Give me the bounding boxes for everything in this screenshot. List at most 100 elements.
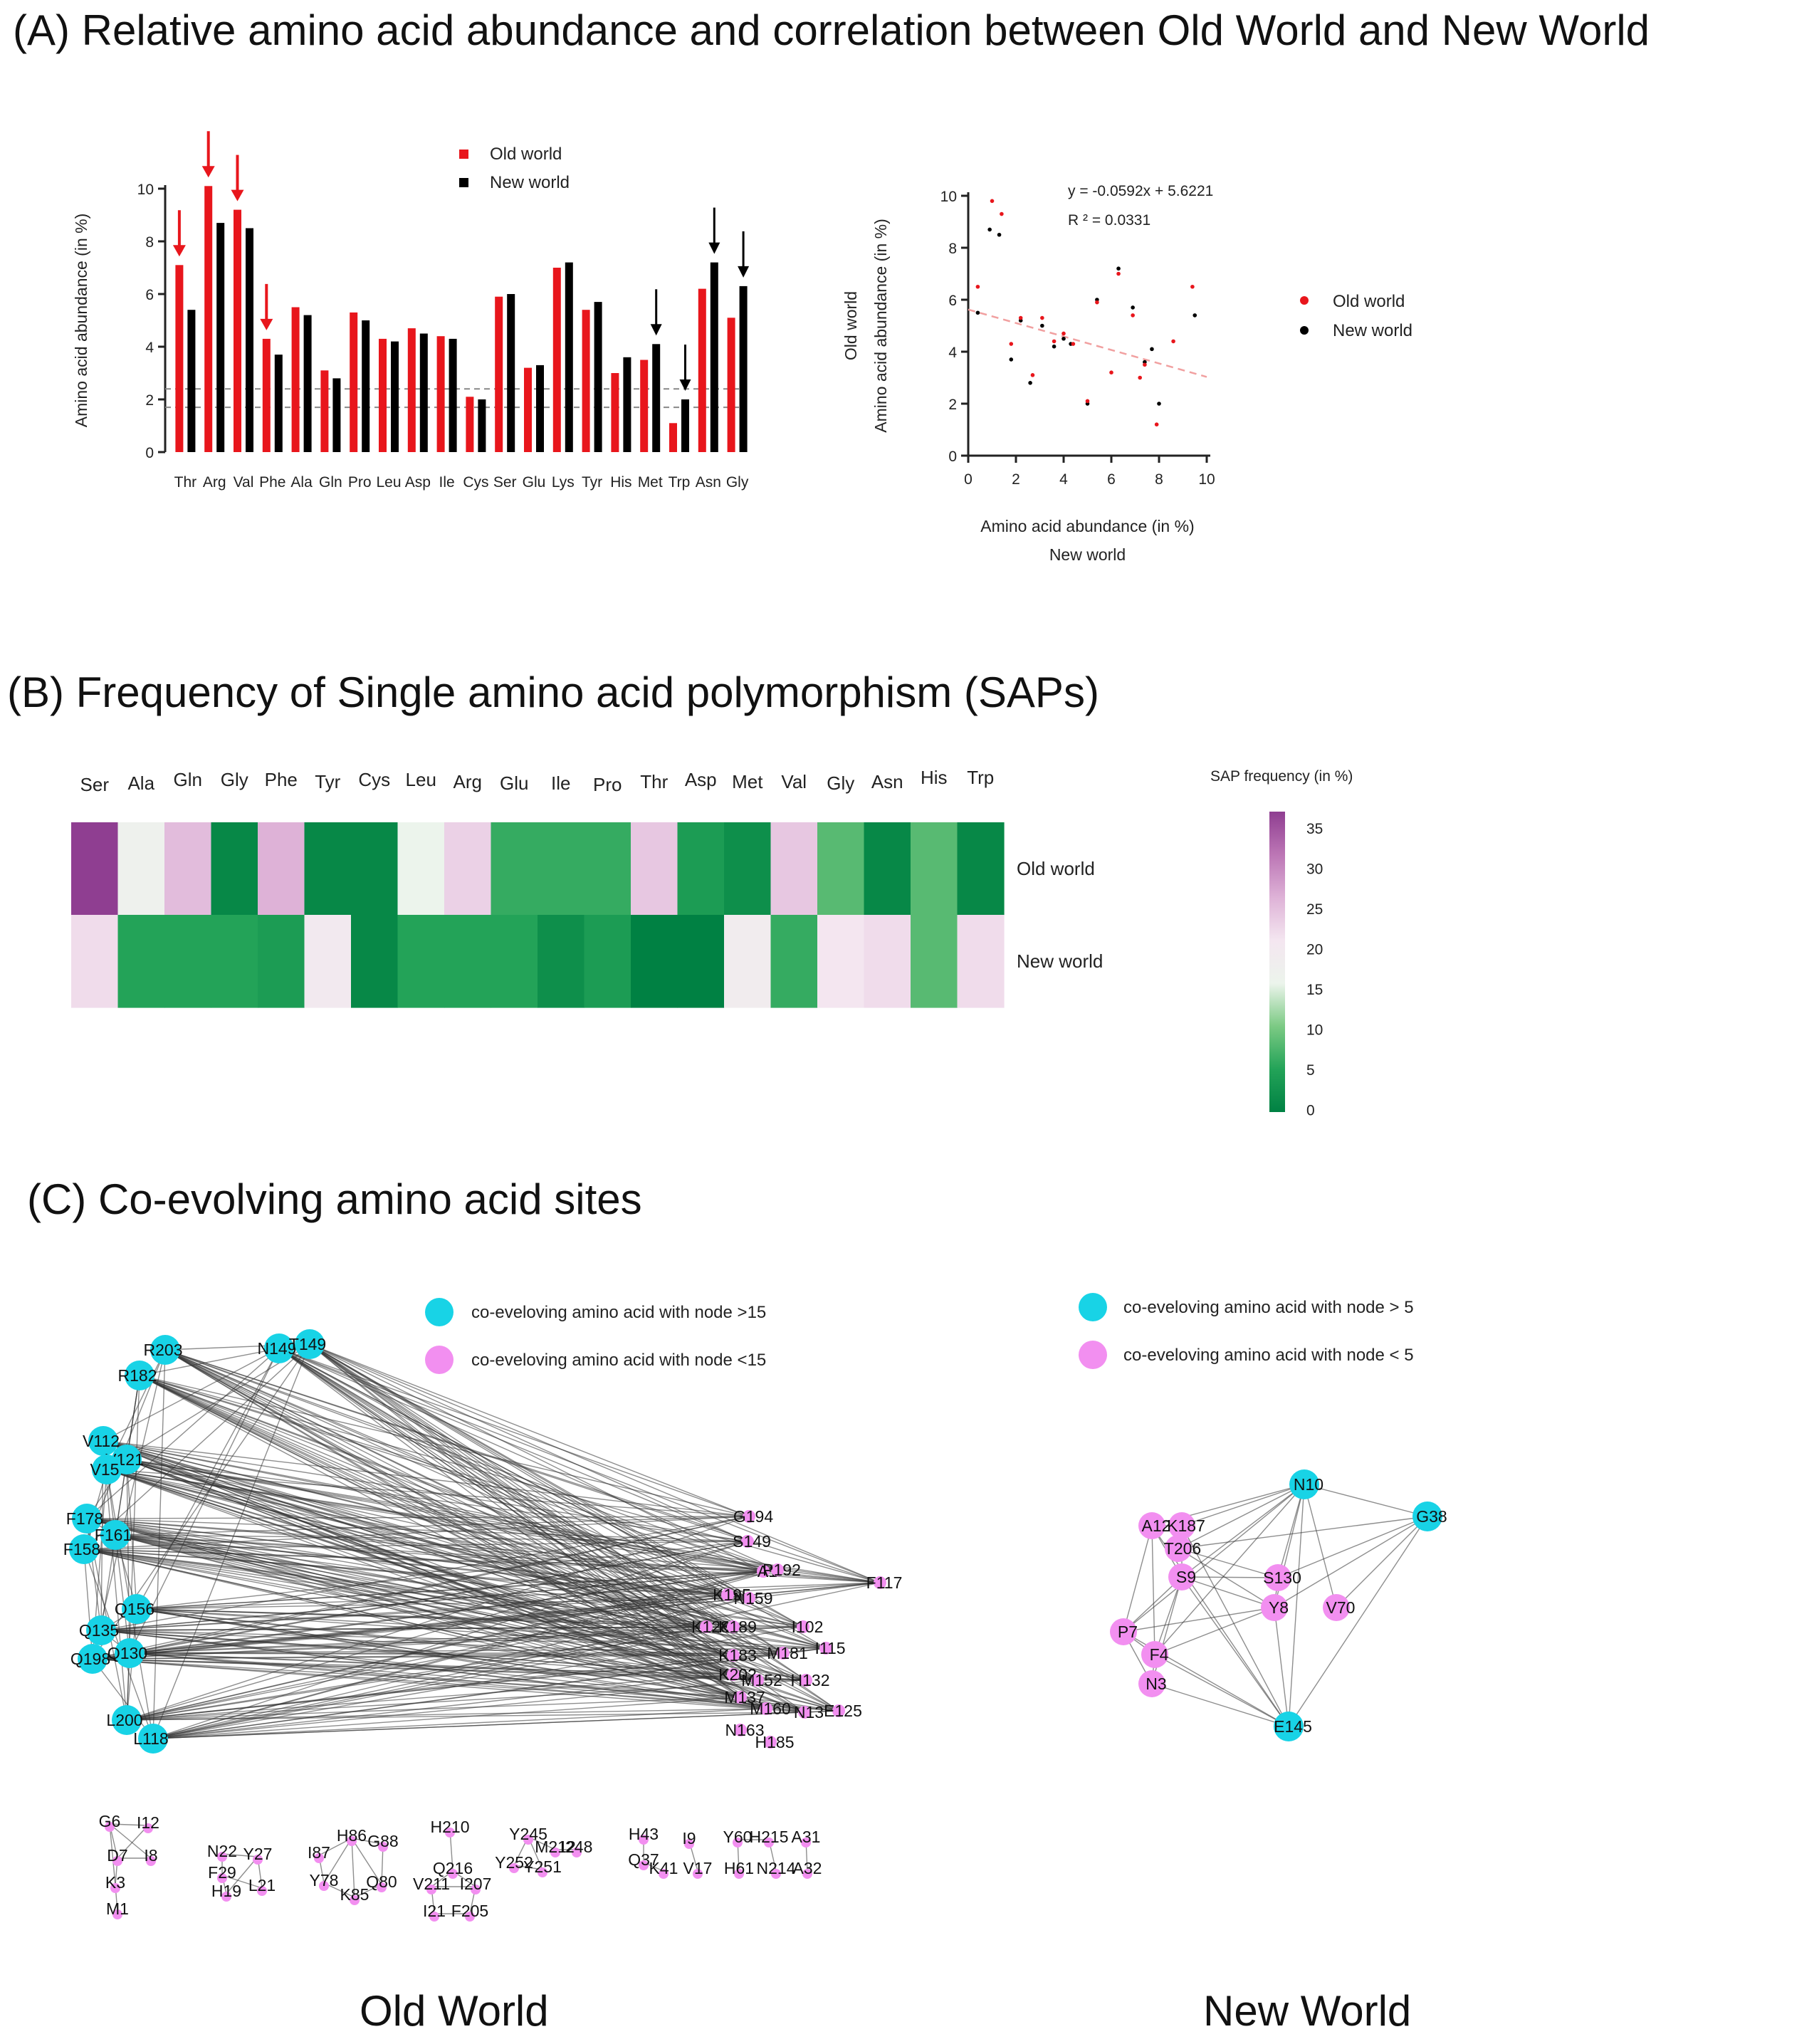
heatmap-cell	[770, 822, 818, 916]
cluster-edge	[318, 1838, 352, 1856]
colorbar-tick-label: 25	[1306, 901, 1323, 918]
node-label: M181	[767, 1644, 808, 1662]
network-edge	[152, 1710, 839, 1739]
node-label: M160	[750, 1699, 791, 1718]
heatmap-col-label: Tyr	[315, 771, 340, 792]
bar-new-Asp	[419, 333, 428, 452]
node-label: A31	[792, 1828, 821, 1846]
bar-new-Phe	[274, 355, 283, 452]
heatmap-cell	[584, 822, 631, 916]
network-edge-new	[1288, 1516, 1428, 1727]
bar-new-Gln	[332, 378, 341, 452]
bar-x-tick-label: Met	[638, 474, 663, 491]
network-edge	[309, 1343, 750, 1517]
bar-y-tick-label: 4	[145, 340, 154, 356]
node-cluster-old	[538, 1867, 547, 1877]
network-edge	[152, 1598, 750, 1739]
network-edge	[103, 1440, 750, 1517]
network-edge-new	[1181, 1525, 1289, 1727]
arrowhead-old-Phe	[260, 318, 273, 330]
heatmap-cell	[304, 822, 352, 916]
heatmap-cell	[631, 915, 678, 1008]
network-edge	[152, 1582, 881, 1739]
network-edge	[126, 1697, 741, 1721]
network-edge-new	[1274, 1607, 1289, 1727]
scatter-y-tick-label: 4	[948, 345, 957, 361]
heatmap-col-label: Glu	[500, 772, 528, 794]
colorbar-tick-label: 0	[1306, 1103, 1315, 1119]
bar-new-Tyr	[594, 302, 602, 452]
network-edge	[139, 1375, 750, 1517]
bar-x-tick-label: Lys	[552, 474, 575, 491]
scatter-point-old	[1052, 339, 1057, 344]
bar-x-tick-label: Phe	[259, 474, 285, 491]
network-edge	[748, 1582, 881, 1599]
network-edge	[129, 1626, 804, 1654]
scatter-equation: y = -0.0592x + 5.6221	[1068, 183, 1213, 199]
network-edge	[782, 1647, 827, 1654]
cluster-edge	[351, 1838, 382, 1885]
network-edge	[100, 1630, 827, 1649]
node-cluster-old	[350, 1895, 360, 1905]
bar-x-tick-label: Arg	[203, 474, 226, 491]
bar-old-Gly	[727, 318, 735, 452]
arrowhead-new-Trp	[679, 379, 691, 391]
bar-new-Leu	[391, 341, 399, 452]
network-edge	[309, 1343, 784, 1654]
cluster-edge	[323, 1882, 355, 1898]
cluster-edge	[513, 1865, 543, 1870]
bar-x-tick-label: Thr	[174, 474, 197, 491]
network-edge-new	[1154, 1576, 1183, 1655]
node-hub-old	[138, 1724, 168, 1754]
bar-new-Glu	[536, 365, 544, 452]
network-edge-new	[1151, 1683, 1289, 1727]
node-cluster-old	[684, 1839, 694, 1849]
scatter-point-old	[1061, 331, 1066, 336]
node-label: K3	[105, 1873, 125, 1892]
network-edge	[83, 1548, 750, 1599]
bar-old-Thr	[175, 265, 184, 452]
network-edge	[126, 1708, 767, 1721]
scatter-x-tick-label: 0	[964, 471, 973, 488]
network-edge	[86, 1348, 280, 1519]
network-edge	[152, 1679, 758, 1739]
node-label: H86	[337, 1826, 367, 1845]
network-edge	[106, 1469, 750, 1517]
network-edge-new	[1181, 1576, 1275, 1608]
node-cluster-old	[217, 1873, 227, 1883]
node-small-old	[757, 1565, 770, 1578]
node-label: T149	[289, 1335, 326, 1353]
scatter-point-old	[1095, 300, 1099, 305]
network-edge-new	[1181, 1576, 1289, 1727]
legend-new-hub-marker	[1079, 1293, 1107, 1321]
network-edge	[86, 1518, 778, 1571]
network-edge	[83, 1548, 707, 1628]
bar-old-Val	[234, 209, 241, 452]
colorbar-tick-label: 35	[1306, 821, 1323, 837]
node-cluster-old	[217, 1852, 227, 1862]
bar-x-tick-label: Pro	[348, 474, 372, 491]
network-edge	[115, 1534, 734, 1656]
node-small-old	[777, 1647, 790, 1660]
colorbar	[1269, 812, 1285, 1112]
network-edge	[152, 1626, 707, 1739]
scatter-x-tick-label: 8	[1155, 471, 1163, 488]
network-edge	[152, 1674, 734, 1739]
node-hub-new	[1289, 1469, 1319, 1499]
bar-x-tick-label: Cys	[463, 474, 488, 491]
node-hub-new	[1274, 1712, 1304, 1741]
colorbar-tick-label: 30	[1306, 861, 1323, 878]
node-label: V70	[1326, 1598, 1356, 1617]
node-label: N10	[1294, 1475, 1323, 1494]
node-cluster-old	[509, 1863, 519, 1873]
scatter-x-tick-label: 6	[1107, 471, 1116, 488]
bar-old-Trp	[669, 423, 677, 452]
node-small-new	[1168, 1512, 1195, 1539]
colorbar-title: SAP frequency (in %)	[1210, 768, 1353, 785]
node-cluster-old	[378, 1842, 388, 1852]
node-label: F29	[208, 1863, 236, 1882]
heatmap-cell	[258, 915, 305, 1008]
network-edge	[100, 1516, 750, 1631]
node-label: H215	[750, 1828, 789, 1846]
